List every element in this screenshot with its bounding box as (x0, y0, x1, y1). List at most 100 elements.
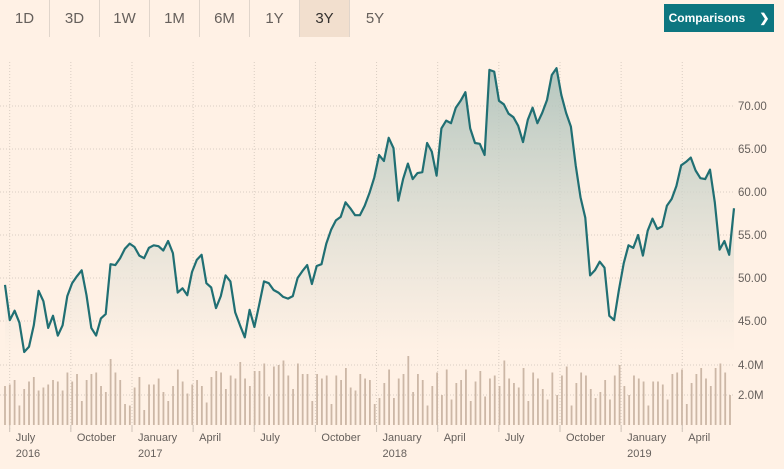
x-tick-year: 2016 (16, 448, 40, 460)
volume-bar (90, 374, 93, 425)
tab-6m[interactable]: 6M (200, 0, 250, 37)
volume-bar (340, 380, 342, 425)
volume-bar (320, 378, 323, 425)
volume-bar (76, 374, 78, 425)
volume-bar (296, 363, 299, 425)
volume-bar (330, 404, 333, 425)
tab-3d[interactable]: 3D (50, 0, 100, 37)
volume-bar (450, 399, 453, 425)
volume-bar (460, 380, 463, 425)
volume-bar (513, 383, 515, 425)
volume-bar (268, 396, 270, 425)
volume-bar (565, 366, 568, 425)
volume-bar (364, 378, 366, 425)
volume-bar (311, 401, 314, 425)
volume-bar (85, 380, 88, 425)
volume-bar (652, 381, 655, 425)
volume-bar (13, 380, 16, 425)
tab-5y[interactable]: 5Y (365, 10, 385, 27)
x-tick-label: October (566, 432, 605, 444)
volume-bar (729, 395, 731, 425)
volume-bar (316, 374, 318, 425)
tab-1d[interactable]: 1D (0, 0, 50, 37)
volume-bar (148, 384, 150, 425)
volume-bar (119, 380, 122, 425)
volume-bar (585, 375, 587, 425)
x-tick-label: April (688, 432, 710, 444)
volume-bar (80, 401, 83, 425)
volume-bar (388, 369, 391, 425)
range-tabs: 1D 3D 1W 1M 6M 1Y 3Y 5Y (0, 0, 400, 37)
volume-bar (522, 368, 525, 425)
volume-bar (681, 369, 683, 425)
volume-bar (724, 372, 727, 425)
volume-bar (719, 363, 722, 425)
tab-1y[interactable]: 1Y (250, 0, 300, 37)
volume-tick-label: 2.0M (738, 390, 764, 402)
volume-bar (657, 381, 659, 425)
volume-bar (325, 375, 328, 425)
tab-1w[interactable]: 1W (100, 0, 150, 37)
volume-bar (628, 395, 631, 425)
volume-bar (609, 399, 611, 425)
volume-bar (162, 392, 165, 425)
x-tick-label: January (138, 432, 178, 444)
volume-bar (676, 372, 679, 425)
volume-bar (95, 372, 98, 425)
x-tick-label: January (383, 432, 423, 444)
volume-bar (306, 374, 309, 425)
volume-bar (690, 383, 693, 425)
volume-bar (537, 378, 539, 425)
volume-bar (100, 386, 102, 425)
volume-bar (272, 366, 275, 425)
volume-bar (484, 396, 487, 425)
volume-bar (532, 372, 535, 425)
volume-bar (258, 371, 261, 425)
volume-bar (402, 374, 405, 425)
comparisons-button[interactable]: Comparisons ❯ (664, 4, 774, 32)
volume-bar (551, 372, 554, 425)
volume-bar (4, 386, 6, 425)
volume-bar (489, 378, 491, 425)
volume-bar (56, 381, 59, 425)
volume-bar (709, 386, 712, 425)
volume-bar (152, 384, 155, 425)
volume-bar (138, 377, 141, 425)
volume-bar (455, 383, 458, 425)
volume-bar (133, 387, 136, 425)
volume-bar (508, 378, 511, 425)
x-tick-label: July (16, 432, 36, 444)
volume-bar (417, 374, 419, 425)
volume-bar (412, 392, 415, 425)
volume-bar (445, 369, 448, 425)
volume-bar (167, 401, 170, 425)
volume-bar (277, 365, 280, 425)
volume-bar (421, 380, 424, 425)
volume-bar (224, 389, 227, 425)
volume-bar (124, 404, 126, 425)
volume-bar (61, 390, 64, 425)
volume-bar (517, 387, 520, 425)
volume-bar (234, 378, 237, 425)
tab-3y[interactable]: 3Y (300, 0, 350, 37)
x-tick-label: April (199, 432, 221, 444)
tab-1m[interactable]: 1M (150, 0, 200, 37)
volume-bar (215, 371, 218, 425)
volume-bar (561, 375, 563, 425)
volume-bar (253, 371, 256, 425)
volume-bar (287, 375, 290, 425)
volume-bar (28, 381, 30, 425)
x-tick-year: 2018 (383, 448, 407, 460)
volume-bar (109, 359, 112, 425)
volume-bar (373, 404, 376, 425)
volume-bar (604, 380, 607, 425)
comparisons-label: Comparisons (668, 11, 746, 25)
volume-bar (580, 372, 583, 425)
volume-bar (661, 384, 664, 425)
volume-bar (157, 378, 160, 425)
volume-bar (32, 377, 35, 425)
volume-bar (335, 375, 338, 425)
volume-bar (503, 360, 506, 425)
volume-bar (594, 398, 597, 425)
volume-bar (359, 374, 362, 425)
